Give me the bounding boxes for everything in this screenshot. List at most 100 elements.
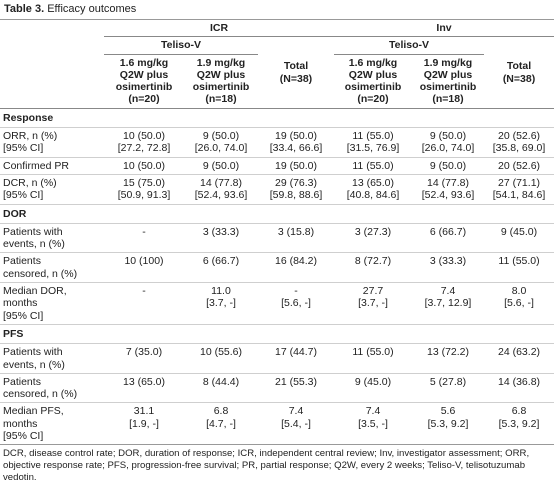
cell-line: [27.2, 72.8] xyxy=(117,142,171,155)
cell-line: - xyxy=(142,225,146,238)
header-row: 1.6 mg/kg Q2W plus osimertinib (n=20) 1.9 mg… xyxy=(0,54,554,109)
cell-line: 3 (27.3) xyxy=(354,225,392,238)
column-header: 1.6 mg/kg Q2W plus osimertinib (n=20) xyxy=(104,54,184,108)
cell-line: [59.8, 88.6] xyxy=(269,189,323,202)
cell-line: 27 (71.1) xyxy=(498,176,541,189)
cell-line: (n=20) xyxy=(357,93,389,106)
subgroup-header: Teliso-V xyxy=(104,36,258,55)
column-header: 1.6 mg/kg Q2W plus osimertinib (n=20) xyxy=(334,54,412,108)
cell-line: [3.7, 12.9] xyxy=(424,297,472,310)
section-row: Response xyxy=(0,108,554,127)
cell-line: 13 (65.0) xyxy=(351,176,395,189)
cell-line: censored, n (%) xyxy=(3,388,78,401)
cell-line: 19 (50.0) xyxy=(274,159,318,172)
data-cell: 11 (55.0) xyxy=(484,253,554,283)
cell-line: 7.4 xyxy=(288,405,304,418)
section-title: Response xyxy=(3,111,54,124)
data-cell: 13 (65.0) xyxy=(104,373,184,403)
cell-line: 20 (52.6) xyxy=(498,130,541,143)
cell-line: osimertinib xyxy=(344,81,402,94)
cell-line: 1.6 mg/kg xyxy=(348,56,398,69)
cell-line: 1.9 mg/kg xyxy=(423,56,473,69)
cell-line: 13 (72.2) xyxy=(426,346,470,359)
cell-line: Patients xyxy=(3,375,41,388)
cell-line: 6.8 xyxy=(213,405,229,418)
cell-line: [4.7, -] xyxy=(206,417,236,430)
cell-line: [3.7, -] xyxy=(358,297,388,310)
cell-line: [5.6, -] xyxy=(504,297,534,310)
cell-line: Median PFS, xyxy=(3,405,64,418)
cell-line: osimertinib xyxy=(115,81,173,94)
cell-line: 11 (55.0) xyxy=(352,159,394,172)
cell-line: osimertinib xyxy=(192,81,250,94)
data-cell: 20 (52.6) xyxy=(484,157,554,174)
caption-text: Efficacy outcomes xyxy=(47,3,137,15)
row-label: Patients censored, n (%) xyxy=(0,373,104,403)
cell-line: 3 (33.3) xyxy=(429,255,467,268)
cell-line: 11 (55.0) xyxy=(498,255,540,268)
caption: Table 3. Efficacy outcomes xyxy=(0,0,554,20)
cell-line: - xyxy=(294,285,298,298)
cell-line: [5.6, -] xyxy=(281,297,311,310)
cell-line: 16 (84.2) xyxy=(274,255,318,268)
cell-line: 6 (66.7) xyxy=(202,255,240,268)
data-cell: 10 (100) xyxy=(104,253,184,283)
data-cell: 20 (52.6) [35.8, 69.0] xyxy=(484,128,554,158)
row-label: Patients with events, n (%) xyxy=(0,223,104,253)
table: ICR Inv Teliso-V Total (N=38) Teliso-V Total (N… xyxy=(0,20,554,444)
cell-line: [5.3, 9.2] xyxy=(427,417,469,430)
data-cell: 21 (55.3) xyxy=(258,373,334,403)
row-label: ORR, n (%) [95% CI] xyxy=(0,128,104,158)
data-row: DCR, n (%) [95% CI] 15 (75.0) [50.9, 91.3] 1… xyxy=(0,174,554,204)
data-cell: 8.0 [5.6, -] xyxy=(484,283,554,325)
data-cell: 7.4 [5.4, -] xyxy=(258,403,334,444)
cell-line: 14 (36.8) xyxy=(498,375,541,388)
data-cell: 16 (84.2) xyxy=(258,253,334,283)
cell-line: 14 (77.8) xyxy=(426,176,470,189)
data-cell: 5 (27.8) xyxy=(412,373,484,403)
cell-line: 13 (65.0) xyxy=(122,375,166,388)
cell-line: - xyxy=(142,285,146,298)
cell-line: [26.0, 74.0] xyxy=(421,142,475,155)
cell-line: [35.8, 69.0] xyxy=(492,142,546,155)
cell-line: Total xyxy=(283,60,309,73)
data-cell: - xyxy=(104,283,184,325)
cell-line: [52.4, 93.6] xyxy=(194,189,248,202)
row-label: Median DOR, months [95% CI] xyxy=(0,283,104,325)
data-cell: 5.6 [5.3, 9.2] xyxy=(412,403,484,444)
data-cell: 14 (77.8) [52.4, 93.6] xyxy=(184,174,258,204)
data-cell: 6 (66.7) xyxy=(412,223,484,253)
cell-line: osimertinib xyxy=(419,81,477,94)
cell-line: ORR, n (%) xyxy=(3,130,58,143)
data-cell: 13 (72.2) xyxy=(412,344,484,374)
cell-line: (n=18) xyxy=(432,93,464,106)
cell-line: 10 (50.0) xyxy=(122,159,166,172)
cell-line: [31.5, 76.9] xyxy=(346,142,400,155)
data-cell: 8 (72.7) xyxy=(334,253,412,283)
cell-line: [5.4, -] xyxy=(281,417,311,430)
corner-cell xyxy=(0,20,104,108)
cell-line: 9 (45.0) xyxy=(354,375,392,388)
data-cell: 11 (55.0) [31.5, 76.9] xyxy=(334,128,412,158)
data-cell: 11 (55.0) xyxy=(334,157,412,174)
data-cell: 11.0 [3.7, -] xyxy=(184,283,258,325)
cell-line: 20 (52.6) xyxy=(498,159,541,172)
data-cell: 24 (63.2) xyxy=(484,344,554,374)
row-label: Patients with events, n (%) xyxy=(0,344,104,374)
cell-line: Q2W plus xyxy=(196,68,246,81)
data-cell: 10 (50.0) xyxy=(104,157,184,174)
data-cell: 3 (15.8) xyxy=(258,223,334,253)
data-cell: 3 (33.3) xyxy=(412,253,484,283)
data-cell: 9 (50.0) [26.0, 74.0] xyxy=(184,128,258,158)
cell-line: 6.8 xyxy=(511,405,527,418)
data-row: Median DOR, months [95% CI] -11.0 [3.7, -] -[… xyxy=(0,282,554,325)
cell-line: [33.4, 66.6] xyxy=(269,142,323,155)
cell-line: [95% CI] xyxy=(3,189,44,202)
cell-line: 14 (77.8) xyxy=(199,176,243,189)
data-cell: 17 (44.7) xyxy=(258,344,334,374)
cell-line: 31.1 xyxy=(133,405,155,418)
cell-line: (N=38) xyxy=(279,72,313,85)
cell-line: 9 (50.0) xyxy=(429,159,467,172)
cell-line: 21 (55.3) xyxy=(274,375,318,388)
caption-label: Table 3. xyxy=(4,3,45,15)
